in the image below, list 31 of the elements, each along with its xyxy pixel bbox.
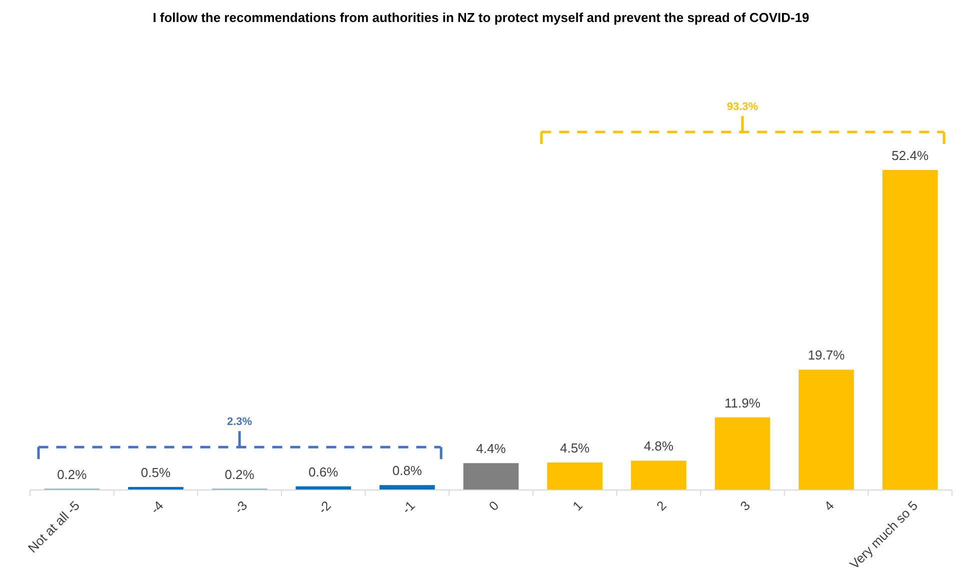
bar xyxy=(882,170,938,490)
data-label: 0.2% xyxy=(224,466,255,482)
x-tick-label: -4 xyxy=(147,498,166,517)
data-label: 11.9% xyxy=(724,395,761,410)
bar xyxy=(630,460,686,490)
data-label: 52.4% xyxy=(892,148,929,163)
x-tick-label: -3 xyxy=(231,498,250,517)
x-tick-label: -2 xyxy=(315,498,334,517)
bar xyxy=(714,417,770,490)
bar xyxy=(380,485,435,490)
data-label: 0.2% xyxy=(57,466,88,482)
data-label: 4.5% xyxy=(560,440,590,456)
data-label: 0.8% xyxy=(392,463,422,478)
data-label: 0.6% xyxy=(308,464,339,480)
data-label: 4.8% xyxy=(644,438,674,454)
annotation: 2.3% xyxy=(227,416,252,428)
x-tick-label: Not at all -5 xyxy=(24,498,82,556)
x-tick-label: 3 xyxy=(737,498,754,514)
bar xyxy=(798,370,854,490)
bar xyxy=(463,463,519,490)
x-tick-label: 4 xyxy=(821,498,837,514)
data-label: 4.4% xyxy=(476,441,506,456)
data-label: 0.5% xyxy=(140,464,171,480)
bar xyxy=(547,462,602,490)
x-tick-label: -1 xyxy=(398,498,418,517)
data-label: 19.7% xyxy=(808,348,846,363)
x-tick-label: 0 xyxy=(486,498,502,514)
chart-title: I follow the recommendations from authorities in NZ to protect myself and prevent the spread of COVID-19 xyxy=(152,10,810,25)
x-tick-label: 2 xyxy=(653,498,670,514)
x-tick-label: 1 xyxy=(570,498,586,514)
text: 93.3% xyxy=(726,101,758,113)
